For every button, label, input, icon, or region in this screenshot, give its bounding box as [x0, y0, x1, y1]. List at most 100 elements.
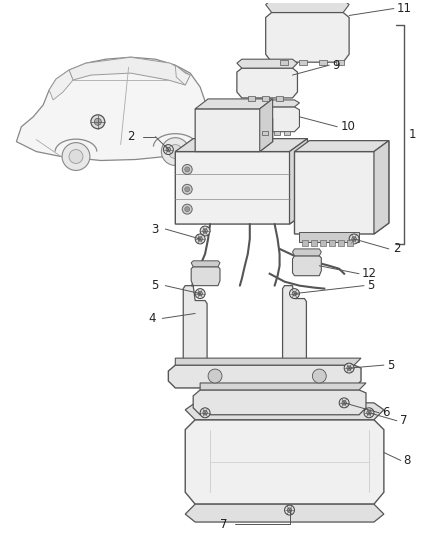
Bar [274, 131, 279, 135]
Circle shape [182, 184, 192, 194]
Text: 9: 9 [332, 59, 340, 71]
Polygon shape [294, 141, 389, 234]
Polygon shape [49, 70, 73, 100]
Polygon shape [185, 403, 384, 419]
Bar [300, 60, 307, 65]
Text: 3: 3 [151, 223, 159, 236]
Circle shape [200, 226, 210, 236]
Circle shape [312, 369, 326, 383]
Text: 5: 5 [151, 279, 159, 292]
Circle shape [349, 234, 359, 244]
Circle shape [290, 289, 300, 298]
Text: 11: 11 [397, 2, 412, 15]
Circle shape [342, 401, 346, 405]
Circle shape [185, 187, 190, 192]
Circle shape [285, 505, 294, 515]
Bar [319, 60, 327, 65]
Bar [262, 131, 268, 135]
Polygon shape [185, 419, 384, 504]
Bar [338, 240, 344, 246]
Polygon shape [200, 383, 366, 390]
Text: 6: 6 [382, 406, 389, 419]
Circle shape [200, 408, 210, 418]
Bar [248, 96, 255, 101]
Polygon shape [195, 109, 272, 151]
Circle shape [91, 115, 105, 128]
Circle shape [163, 144, 173, 155]
Circle shape [185, 207, 190, 212]
Polygon shape [175, 358, 361, 365]
Polygon shape [195, 99, 272, 109]
Polygon shape [185, 504, 384, 522]
Text: 4: 4 [148, 312, 155, 325]
Polygon shape [294, 141, 389, 151]
Polygon shape [168, 365, 361, 388]
Bar [347, 240, 353, 246]
Polygon shape [290, 139, 307, 224]
Circle shape [347, 366, 351, 370]
Polygon shape [237, 68, 297, 98]
Circle shape [364, 408, 374, 418]
Circle shape [166, 147, 170, 152]
Bar [336, 60, 344, 65]
Polygon shape [193, 390, 366, 415]
Circle shape [203, 410, 207, 415]
Text: 5: 5 [387, 359, 394, 372]
Polygon shape [266, 12, 349, 62]
Polygon shape [260, 99, 272, 151]
Circle shape [198, 292, 202, 296]
Circle shape [352, 237, 357, 241]
Text: 10: 10 [340, 120, 355, 133]
Text: 8: 8 [404, 454, 411, 467]
Circle shape [367, 410, 371, 415]
Polygon shape [266, 0, 349, 12]
Circle shape [208, 369, 222, 383]
Circle shape [198, 237, 202, 241]
Bar [262, 96, 268, 101]
Polygon shape [191, 267, 220, 286]
Circle shape [168, 144, 182, 158]
Circle shape [182, 204, 192, 214]
Circle shape [94, 118, 101, 125]
Bar [329, 240, 335, 246]
Circle shape [203, 229, 207, 233]
Circle shape [182, 165, 192, 174]
Polygon shape [374, 141, 389, 234]
Bar [311, 240, 317, 246]
Circle shape [292, 292, 297, 296]
Bar [279, 60, 287, 65]
Bar [302, 240, 308, 246]
Bar [276, 96, 283, 101]
Text: 5: 5 [367, 279, 374, 292]
Text: 2: 2 [127, 130, 134, 143]
Text: 7: 7 [220, 518, 228, 530]
Circle shape [161, 138, 189, 165]
Bar [300, 232, 359, 242]
Polygon shape [175, 139, 307, 151]
Circle shape [69, 150, 83, 164]
Polygon shape [293, 256, 321, 276]
Polygon shape [175, 65, 190, 85]
Polygon shape [175, 139, 307, 224]
Text: 2: 2 [393, 243, 400, 255]
Bar [320, 240, 326, 246]
Text: 7: 7 [400, 414, 407, 427]
Polygon shape [183, 286, 207, 380]
Circle shape [195, 289, 205, 298]
Circle shape [339, 398, 349, 408]
Circle shape [185, 167, 190, 172]
Polygon shape [191, 261, 220, 267]
Polygon shape [253, 107, 300, 132]
Text: 1: 1 [409, 128, 416, 141]
Circle shape [344, 363, 354, 373]
Polygon shape [293, 249, 321, 256]
Polygon shape [237, 59, 297, 68]
Polygon shape [253, 100, 300, 107]
Circle shape [287, 508, 292, 512]
Circle shape [62, 143, 90, 171]
Polygon shape [69, 57, 190, 85]
Polygon shape [283, 286, 307, 375]
Polygon shape [16, 57, 213, 160]
Text: 12: 12 [362, 267, 377, 280]
Circle shape [195, 234, 205, 244]
